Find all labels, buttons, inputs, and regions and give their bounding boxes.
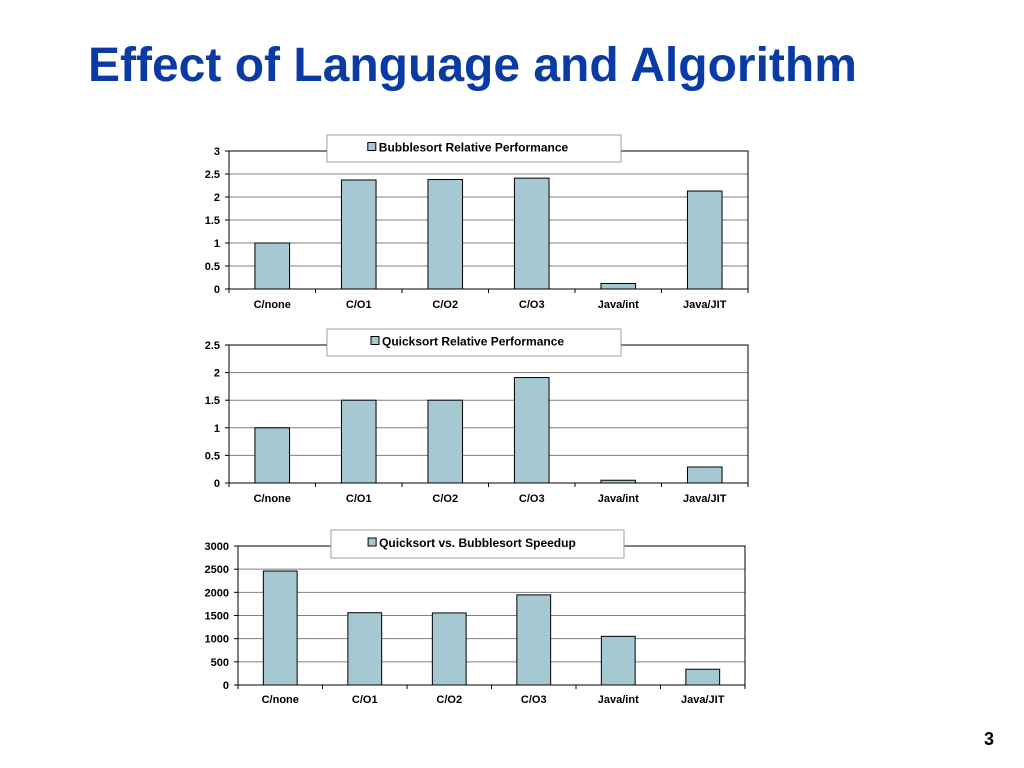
bar-java-jit: [685, 668, 721, 686]
x-tick-label: C/O3: [519, 299, 545, 311]
y-tick-label: 2.5: [205, 340, 220, 352]
x-tick-label: C/O1: [346, 493, 372, 505]
y-tick-label: 1.5: [205, 395, 220, 407]
x-tick-label: C/O2: [432, 493, 458, 505]
bar-c-none: [254, 427, 291, 484]
x-tick-label: C/none: [254, 493, 291, 505]
y-tick-label: 500: [211, 657, 229, 669]
x-tick-label: C/O1: [346, 299, 372, 311]
bar-c-o3: [513, 177, 550, 290]
y-tick-label: 2.5: [205, 169, 220, 181]
y-tick-label: 1: [214, 423, 220, 435]
y-tick-label: 1.5: [205, 215, 220, 227]
bar-c-o3: [516, 594, 552, 686]
x-tick-label: Java/int: [598, 299, 639, 311]
y-tick-label: 0: [223, 680, 229, 692]
bar-java-int: [600, 635, 636, 686]
legend-swatch: [367, 142, 377, 151]
y-tick-label: 0.5: [205, 261, 220, 273]
y-tick-label: 1000: [205, 634, 229, 646]
legend-label: Quicksort vs. Bubblesort Speedup: [379, 536, 576, 550]
bar-c-none: [262, 570, 298, 686]
x-tick-label: C/O2: [436, 694, 462, 706]
y-tick-label: 2500: [205, 564, 229, 576]
bar-c-o1: [340, 179, 377, 290]
x-tick-label: C/O2: [432, 299, 458, 311]
y-tick-label: 0: [214, 284, 220, 296]
bar-c-o3: [513, 377, 550, 484]
x-tick-label: C/O1: [352, 694, 378, 706]
x-tick-label: Java/JIT: [683, 493, 727, 505]
bar-java-jit: [686, 190, 723, 290]
x-tick-label: Java/int: [598, 694, 639, 706]
y-tick-label: 1: [214, 238, 220, 250]
y-tick-label: 3000: [205, 541, 229, 553]
y-tick-label: 2: [214, 192, 220, 204]
bar-java-jit: [686, 466, 723, 484]
y-tick-label: 2000: [205, 587, 229, 599]
bar-c-o2: [427, 179, 464, 290]
y-tick-label: 0: [214, 478, 220, 490]
bubblesort-chart: 0 0.5 1 1.5 2 2.5 3 C/none C/O1 C/O2 C/O3 Java/int J…: [205, 134, 749, 311]
y-tick-label: 0.5: [205, 450, 220, 462]
y-tick-label: 1500: [205, 611, 229, 623]
legend-box: [330, 529, 625, 559]
x-tick-label: C/O3: [519, 493, 545, 505]
quicksort-chart: 0 0.5 1 1.5 2 2.5 C/none C/O1 C/O2 C/O3 Java/int Ja…: [205, 328, 749, 505]
legend-label: Bubblesort Relative Performance: [379, 141, 569, 155]
bar-java-int: [600, 479, 637, 484]
legend-label: Quicksort Relative Performance: [382, 335, 564, 349]
y-tick-label: 2: [214, 368, 220, 380]
bar-c-none: [254, 242, 291, 290]
bar-c-o1: [347, 612, 383, 686]
x-tick-label: Java/JIT: [681, 694, 725, 706]
speedup-chart: 0 500 1000 1500 2000 2500 3000 C/none C/O1 C/O2 C/…: [205, 529, 746, 706]
bar-c-o2: [431, 612, 467, 686]
legend-swatch: [370, 336, 380, 345]
page-number: 3: [983, 729, 994, 749]
bar-c-o1: [340, 399, 377, 484]
slide-title: Effect of Language and Algorithm: [88, 39, 857, 92]
y-tick-label: 3: [214, 146, 220, 158]
x-tick-label: C/O3: [521, 694, 547, 706]
x-tick-label: C/none: [262, 694, 299, 706]
bar-java-int: [600, 282, 637, 290]
x-tick-label: C/none: [254, 299, 291, 311]
bar-c-o2: [427, 399, 464, 484]
legend-swatch: [367, 537, 377, 547]
x-tick-label: Java/JIT: [683, 299, 727, 311]
x-tick-label: Java/int: [598, 493, 639, 505]
